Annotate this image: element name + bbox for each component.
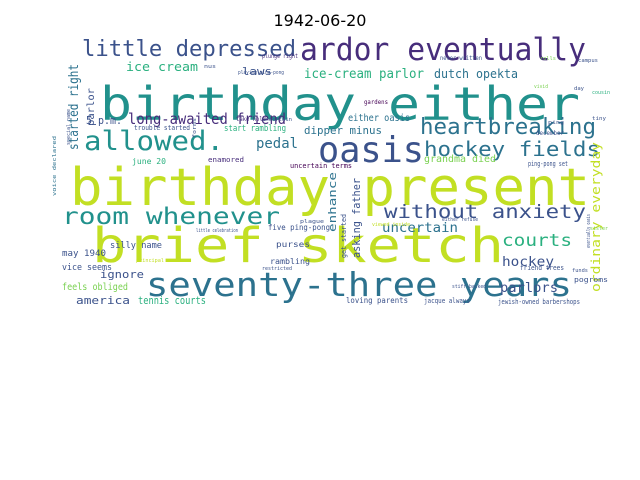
word-vice-seems: vice seems: [62, 263, 112, 273]
word-uncertain-terms: uncertain terms: [290, 162, 352, 170]
word-oasis: oasis: [318, 130, 424, 171]
word-without-anxiety: without anxiety: [384, 201, 586, 223]
word-birthday-either: birthday either: [100, 77, 580, 131]
word-special-name: special name: [66, 109, 72, 145]
word-parlor: parlor: [86, 88, 97, 126]
word-nus: nus: [204, 64, 216, 70]
word-jewish-owned-barbershops: jewish-owned barbershops: [498, 298, 580, 306]
word-five-ping-pong: five ping-pong: [268, 223, 330, 232]
word-allowed: allowed.: [84, 126, 224, 157]
word-plunge-right: plunge right: [262, 53, 298, 60]
word-dipper-minus: dipper minus: [304, 124, 382, 137]
word-take-hold: take hold: [236, 116, 266, 123]
word-loving-parents: loving parents: [346, 296, 408, 305]
word-tennis-courts: tennis courts: [138, 294, 206, 307]
word-5-p-m: 5 p.m.: [86, 114, 122, 127]
word-little-celebration: little celebration: [196, 228, 238, 234]
word-ping: ping: [548, 120, 564, 126]
word-enhance: enhance: [326, 172, 339, 232]
word-jacque-always: jacque always: [424, 297, 470, 305]
word-seventy-three-years: seventy-three years: [146, 265, 572, 304]
word-pedal: pedal: [256, 136, 298, 152]
word-either-oasis: either oasis: [348, 113, 410, 124]
word-restricted: restricted: [262, 266, 292, 272]
word-long-awaited-friend: long-awaited friend: [128, 110, 286, 128]
word-uncertain: uncertain: [382, 221, 458, 236]
word-ordinary-everyday: ordinary everyday: [589, 142, 603, 292]
word-campus: campus: [578, 58, 598, 64]
word-sister: sister: [590, 226, 608, 232]
word-dutch-opekta: dutch opekta: [434, 67, 518, 81]
word-laws: laws: [242, 65, 272, 78]
word-never-written: never written: [440, 55, 482, 62]
word-heartbreaking: heartbreaking: [420, 115, 596, 140]
word-started-right: started right: [67, 64, 82, 150]
word-december: december: [536, 130, 564, 137]
word-birthday-present: birthday present: [70, 158, 590, 218]
word-room-whenever: room whenever: [62, 204, 280, 230]
word-trouble-started: trouble started: [134, 124, 190, 132]
word-cousin: cousin: [592, 90, 610, 96]
word-silly-name: silly name: [110, 241, 162, 251]
word-funds: funds: [572, 268, 588, 274]
word-pogroms: pogroms: [574, 276, 608, 284]
word-forms: forms: [192, 118, 198, 138]
word-may-1940: may 1940: [62, 249, 106, 259]
word-hockey-fields: hockey fields: [424, 137, 600, 161]
word-ice-cream: ice cream: [126, 60, 198, 74]
word-ignore: ignore: [100, 268, 144, 281]
word-courts: courts: [502, 231, 572, 251]
word-principal: principal: [136, 258, 164, 264]
word-plague: plague: [300, 219, 324, 225]
word-june-20: june 20: [132, 157, 166, 166]
word-voice-declared: voice declared: [52, 136, 58, 196]
word-brief-sketch: brief sketch: [92, 218, 504, 274]
word-get-started: get started: [340, 214, 348, 258]
word-tiny: tiny: [592, 116, 606, 122]
word-ping-pong-set: ping-pong set: [528, 160, 568, 168]
word-uncertain: uncertain: [262, 117, 292, 123]
word-friend-trees: friend trees: [520, 264, 564, 272]
word-hockey: hockey: [502, 255, 554, 270]
word-eventually-oasis: eventually oasis: [586, 214, 592, 248]
word-vivid: vivid: [534, 84, 548, 90]
word-start-rambling: start rambling: [224, 124, 286, 134]
word-stiff-backed: stiff-backed: [452, 284, 486, 290]
word-viewed-inside: viewed inside: [372, 222, 410, 228]
word-either-refuse: either refuse: [442, 217, 478, 223]
word-gardens: gardens: [364, 99, 388, 106]
word-feels-obliged: feels obliged: [62, 282, 128, 293]
word-ice-cream-parlor: ice-cream parlor: [304, 67, 424, 82]
chart-title: 1942-06-20: [273, 11, 367, 30]
word-grandma-died: grandma died: [424, 154, 496, 165]
word-little-depressed: little depressed: [82, 37, 296, 62]
word-asking-father: asking father: [350, 178, 363, 258]
word-ardor-eventually: ardor eventually: [300, 32, 586, 68]
word-enamored: enamored: [208, 156, 244, 164]
word-parlors: parlors: [500, 281, 558, 296]
word-playing-ping-pong: playing ping-pong: [238, 70, 284, 76]
word-rolls: rolls: [540, 56, 556, 62]
word-america: america: [76, 294, 130, 307]
word-day: day: [574, 86, 584, 92]
word-purses: purses: [276, 240, 310, 249]
word-rambling: rambling: [270, 257, 310, 266]
